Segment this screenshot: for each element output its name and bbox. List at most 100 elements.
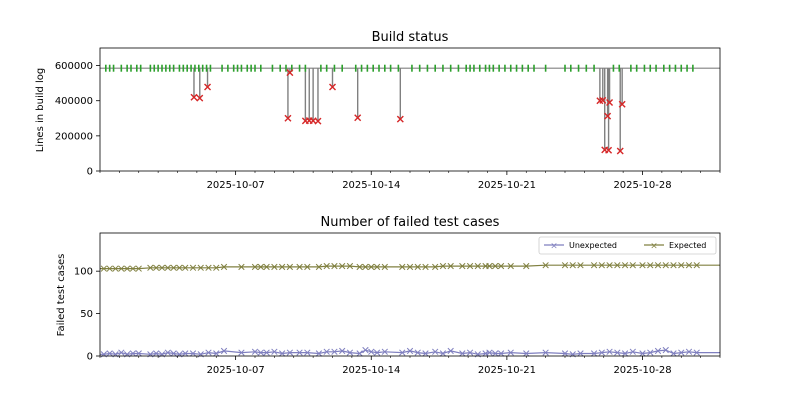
data-point-expected	[486, 262, 493, 270]
failed-tests-x-tick-label: 2025-10-21	[478, 365, 536, 376]
failed-build-marker	[190, 93, 198, 101]
failed-build-marker	[286, 69, 294, 77]
data-point-expected	[346, 262, 354, 270]
data-point-unexpected	[639, 350, 646, 357]
failed-build-marker	[618, 100, 626, 108]
data-point-expected	[118, 265, 125, 272]
data-point-expected	[205, 264, 212, 271]
build-status-x-tick-label: 2025-10-07	[207, 180, 265, 191]
data-point-expected	[577, 262, 584, 269]
data-point-expected	[106, 265, 113, 272]
data-point-expected	[614, 262, 621, 269]
data-point-unexpected	[106, 350, 113, 357]
data-point-unexpected	[182, 350, 189, 357]
failed-build-marker	[604, 112, 612, 120]
data-point-unexpected	[614, 349, 621, 356]
data-point-unexpected	[271, 348, 278, 355]
data-point-unexpected	[286, 349, 294, 356]
data-point-unexpected	[542, 349, 549, 356]
data-point-expected	[569, 262, 576, 269]
data-point-unexpected	[164, 349, 171, 356]
series-line-expected	[100, 264, 720, 270]
data-point-expected	[439, 262, 447, 270]
data-point-expected	[213, 264, 220, 271]
failed-build-marker	[329, 83, 336, 91]
data-point-expected	[176, 264, 183, 271]
data-point-unexpected	[629, 348, 636, 355]
build-status-x-tick-label: 2025-10-28	[613, 180, 671, 191]
data-point-expected	[296, 263, 303, 271]
data-point-expected	[561, 262, 569, 269]
failed-tests-x-tick-label: 2025-10-28	[613, 365, 671, 376]
data-point-unexpected	[135, 350, 142, 357]
data-point-expected	[523, 262, 530, 270]
data-point-expected	[621, 262, 629, 269]
data-point-expected	[492, 262, 499, 270]
series-line-unexpected	[100, 349, 720, 355]
data-point-unexpected	[598, 349, 605, 356]
data-point-unexpected	[189, 350, 197, 357]
chart-title-build-status: Build status	[372, 30, 449, 45]
data-point-expected	[381, 263, 388, 271]
data-point-unexpected	[693, 349, 700, 356]
build-status-chart: Build status Lines in build log 0 200000 4…	[35, 30, 721, 191]
data-point-expected	[271, 263, 278, 271]
data-point-expected	[189, 264, 197, 271]
data-point-unexpected	[621, 350, 629, 357]
data-point-expected	[629, 262, 636, 269]
data-point-expected	[135, 265, 142, 272]
data-point-expected	[447, 262, 454, 270]
data-point-expected	[362, 263, 369, 271]
data-point-expected	[164, 264, 171, 271]
data-point-expected	[406, 263, 414, 271]
data-point-unexpected	[685, 348, 693, 355]
data-point-unexpected	[251, 348, 259, 355]
data-point-expected	[220, 263, 228, 271]
data-point-unexpected	[507, 349, 514, 356]
data-point-unexpected	[590, 350, 598, 357]
data-point-unexpected	[153, 350, 160, 357]
failed-tests-x-tick-label: 2025-10-07	[207, 365, 265, 376]
data-point-expected	[153, 264, 160, 271]
data-point-expected	[685, 262, 693, 269]
data-point-expected	[257, 263, 264, 271]
data-point-unexpected	[647, 349, 654, 356]
data-point-unexpected	[492, 350, 499, 357]
failed-build-marker	[284, 114, 292, 122]
failed-build-marker	[606, 98, 614, 106]
data-point-expected	[466, 262, 474, 270]
data-point-expected	[356, 263, 363, 271]
failed-build-marker	[616, 147, 624, 155]
data-point-expected	[459, 262, 466, 270]
data-point-expected	[399, 263, 406, 271]
data-point-expected	[197, 264, 204, 271]
data-point-expected	[238, 263, 245, 271]
data-point-unexpected	[362, 346, 369, 354]
data-point-unexpected	[561, 350, 569, 357]
data-point-expected	[304, 263, 311, 271]
data-point-unexpected	[406, 347, 414, 355]
data-point-unexpected	[220, 347, 228, 355]
build-status-axes-frame	[99, 47, 721, 172]
data-point-expected	[662, 262, 669, 269]
build-status-y-tick-label: 0	[87, 167, 93, 178]
y-axis-label-failed-tests: Failed test cases	[56, 254, 67, 337]
legend-marker-unexpected: ×	[550, 242, 558, 252]
data-point-unexpected	[213, 350, 220, 357]
data-point-unexpected	[263, 349, 270, 356]
data-point-unexpected	[606, 348, 613, 355]
data-point-expected	[422, 263, 429, 271]
data-point-unexpected	[399, 349, 406, 356]
data-point-unexpected	[257, 349, 264, 356]
data-point-unexpected	[381, 348, 388, 355]
data-point-expected	[263, 263, 270, 271]
data-point-unexpected	[439, 350, 447, 357]
chart-title-failed-tests: Number of failed test cases	[321, 215, 500, 230]
failed-build-marker	[196, 94, 204, 102]
data-point-unexpected	[323, 348, 330, 355]
data-point-unexpected	[315, 350, 323, 357]
data-point-expected	[315, 263, 323, 271]
data-point-expected	[251, 263, 259, 271]
data-point-expected	[373, 263, 381, 271]
